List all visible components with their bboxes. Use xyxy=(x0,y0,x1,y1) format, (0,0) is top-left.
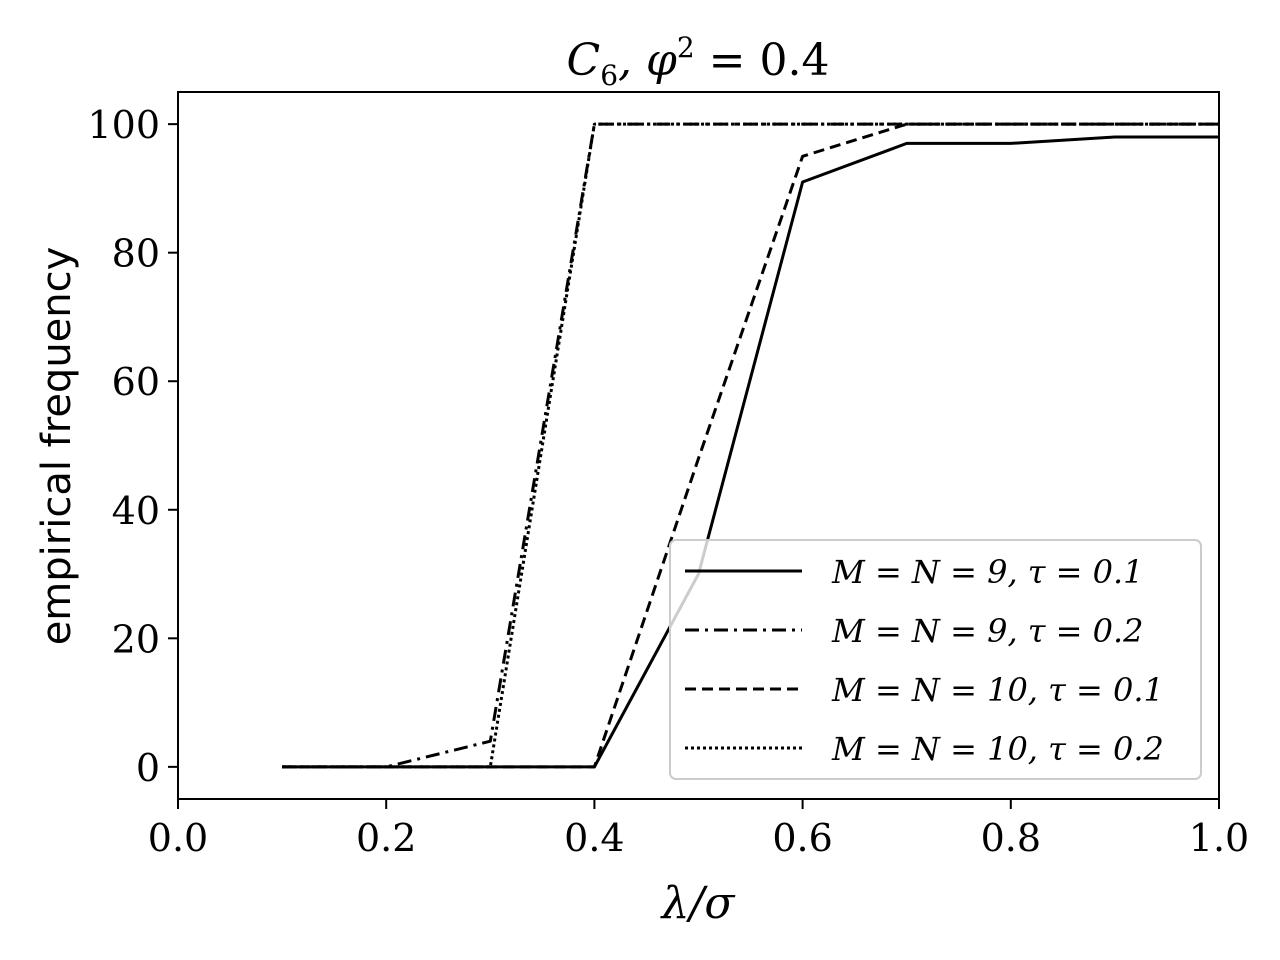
title-phi: , φ xyxy=(618,35,677,86)
y-tick-label: 0 xyxy=(136,746,160,790)
title-main: C xyxy=(567,35,601,86)
legend-item: M = N = 10, τ = 0.1 xyxy=(685,671,1164,709)
legend-label: M = N = 10, τ = 0.2 xyxy=(831,730,1164,768)
x-axis-label: λ/σ xyxy=(660,878,737,929)
legend-item: M = N = 10, τ = 0.2 xyxy=(685,730,1164,768)
y-tick-label: 40 xyxy=(112,489,160,533)
ticks-layer: 0.0 0.2 0.4 0.6 0.8 1.0 0 20 40 60 80 100 xyxy=(87,103,1249,860)
y-tick-label: 20 xyxy=(112,617,160,661)
legend-label: M = N = 9, τ = 0.1 xyxy=(831,553,1144,591)
x-tick-label: 1.0 xyxy=(1189,816,1249,860)
y-axis-label: empirical frequency xyxy=(34,247,80,646)
legend-box xyxy=(669,539,1202,780)
y-tick-label: 80 xyxy=(112,232,160,276)
plot-frame xyxy=(177,91,1220,800)
title-subscript: 6 xyxy=(600,59,618,92)
series-line-dotted xyxy=(282,122,1219,769)
legend-item: M = N = 9, τ = 0.1 xyxy=(685,553,1144,591)
legend-items: M = N = 9, τ = 0.1 M = N = 9, τ = 0.2 M = … xyxy=(685,553,1164,768)
legend: M = N = 9, τ = 0.1 M = N = 9, τ = 0.2 M = … xyxy=(669,539,1202,780)
title-superscript: 2 xyxy=(677,31,695,64)
chart-title: C6, φ2 = 0.4 xyxy=(567,31,830,92)
x-tick-label: 0.4 xyxy=(564,816,624,860)
y-tick-label: 100 xyxy=(87,103,160,147)
legend-label: M = N = 10, τ = 0.1 xyxy=(831,671,1164,709)
y-tick-label: 60 xyxy=(112,360,160,404)
title-value: = 0.4 xyxy=(695,35,830,86)
x-tick-label: 0.8 xyxy=(981,816,1041,860)
x-tick-label: 0.2 xyxy=(356,816,416,860)
series-layer xyxy=(282,122,1219,769)
legend-item: M = N = 9, τ = 0.2 xyxy=(685,612,1144,650)
legend-label: M = N = 9, τ = 0.2 xyxy=(831,612,1144,650)
x-tick-label: 0.0 xyxy=(148,816,208,860)
x-tick-label: 0.6 xyxy=(772,816,832,860)
